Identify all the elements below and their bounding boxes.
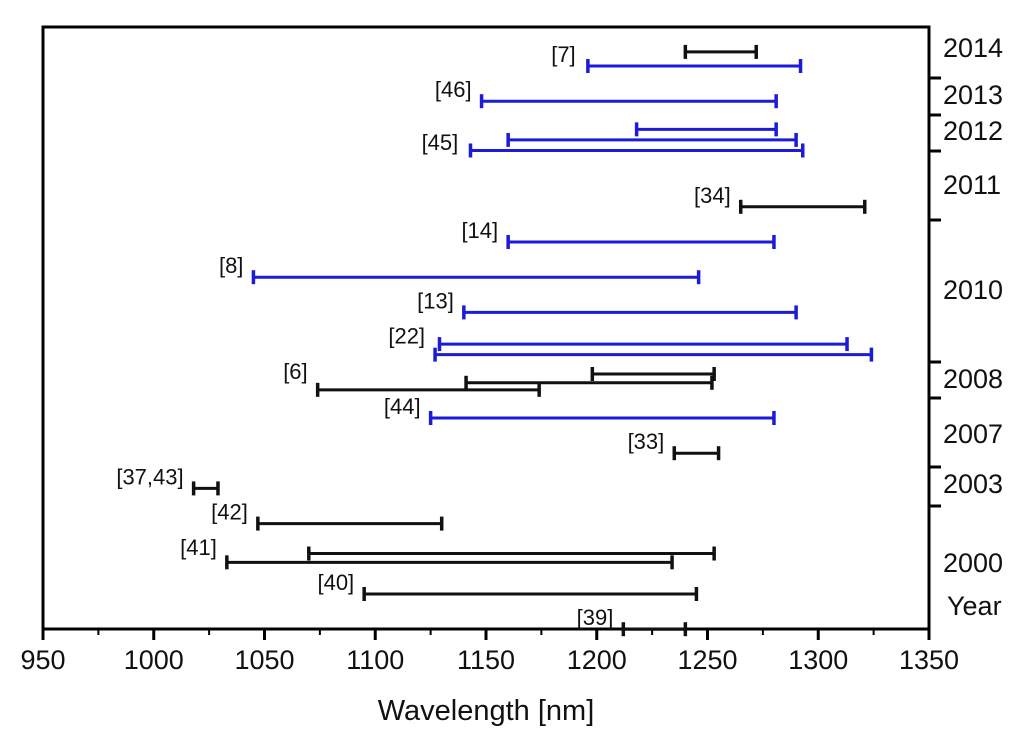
x-axis-title: Wavelength [nm]: [378, 695, 595, 727]
x-tick-label: 1100: [346, 645, 404, 675]
x-tick-label: 950: [20, 645, 65, 675]
reference-label: [40]: [317, 570, 354, 595]
range-bars: [191, 44, 874, 637]
x-tick-label: 1200: [567, 645, 627, 675]
reference-label: [34]: [694, 183, 731, 208]
range-bar: [307, 546, 716, 561]
range-bar: [464, 375, 714, 390]
year-label: 2012: [943, 116, 1003, 146]
range-bar: [462, 305, 798, 320]
range-bar: [191, 481, 220, 496]
year-label: 2013: [943, 80, 1003, 110]
plot-frame: [41, 25, 931, 631]
x-tick-label: 1300: [788, 645, 848, 675]
year-label: 2010: [943, 275, 1003, 305]
x-axis: 950 1000 1050 1100 1150 1200 1250 1300 1350: [20, 629, 959, 675]
range-bar: [634, 122, 778, 137]
reference-label: [6]: [283, 359, 307, 384]
x-tick-label: 1150: [457, 645, 515, 675]
reference-label: [7]: [551, 42, 575, 67]
range-bar: [251, 270, 701, 285]
reference-label: [45]: [422, 130, 459, 155]
range-bar: [428, 411, 776, 425]
range-bar: [256, 516, 444, 531]
range-bar: [315, 382, 541, 397]
range-bar: [225, 555, 674, 570]
range-bar: [672, 446, 721, 461]
year-label: 2007: [943, 419, 1003, 449]
x-tick-label: 1050: [234, 645, 294, 675]
year-label: 2014: [943, 33, 1003, 63]
range-bar: [437, 337, 849, 352]
reference-label: [33]: [628, 429, 665, 454]
range-bar: [683, 44, 758, 59]
year-label: 2008: [943, 364, 1003, 394]
reference-label: [42]: [211, 500, 248, 525]
year-label: 2011: [943, 170, 1001, 200]
x-tick-label: 1000: [124, 645, 184, 675]
range-bar: [479, 94, 778, 109]
year-axis-labels: 2014 2013 2012 2011 2010 2008 2007 2003 …: [943, 33, 1003, 621]
reference-label: [22]: [388, 324, 425, 349]
range-bar: [506, 235, 776, 249]
year-axis-ticks: [929, 76, 941, 508]
year-label: 2003: [943, 469, 1003, 499]
range-bar: [621, 622, 688, 637]
reference-label: [8]: [219, 253, 243, 278]
range-bar: [468, 143, 805, 158]
range-bar: [738, 199, 867, 214]
range-bar: [362, 587, 699, 601]
reference-label: [39]: [577, 605, 614, 630]
reference-label: [13]: [417, 288, 454, 313]
year-label: 2000: [943, 548, 1003, 578]
reference-label: [46]: [435, 77, 472, 102]
range-bar: [433, 347, 874, 362]
x-tick-label: 1250: [677, 645, 737, 675]
y-axis-title: Year: [947, 591, 1002, 621]
reference-label: [44]: [384, 394, 421, 419]
reference-label: [14]: [461, 218, 498, 243]
range-bar: [586, 59, 803, 73]
reference-label: [37,43]: [116, 464, 183, 489]
reference-label: [41]: [180, 535, 217, 560]
x-tick-label: 1350: [899, 645, 959, 675]
range-bar: [590, 367, 716, 381]
reference-labels: [7] [46] [45] [34] [14] [8] [13] [22] [6] [44] [33…: [116, 42, 730, 630]
range-bar: [506, 132, 798, 147]
